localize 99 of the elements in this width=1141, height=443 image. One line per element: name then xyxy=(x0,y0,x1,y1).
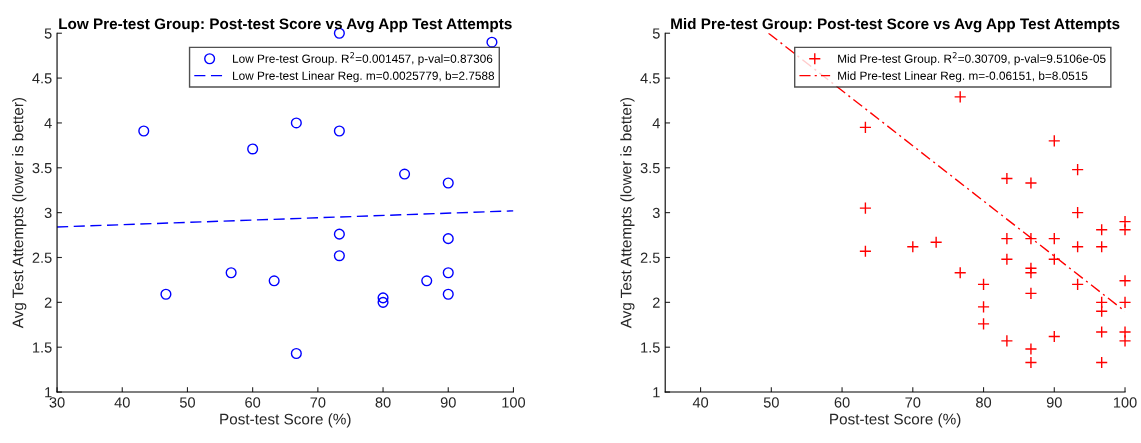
point xyxy=(442,233,454,245)
x-tick-label: 60 xyxy=(245,397,261,408)
point xyxy=(1024,342,1038,356)
x-tick-label: 60 xyxy=(834,397,850,408)
x-tick-label: 80 xyxy=(976,397,992,408)
y-tick-label: 5 xyxy=(44,28,52,39)
x-tick-label: 100 xyxy=(502,397,526,408)
legend-label: Mid Pre-test Linear Reg. m=-0.06151, b=8.0515 xyxy=(838,71,1088,83)
x-tick-label: 90 xyxy=(1046,397,1062,408)
chart-title: Mid Pre-test Group: Post-test Score vs Avg App Test Attempts xyxy=(671,17,1120,33)
point xyxy=(1024,356,1038,369)
x-tick-label: 40 xyxy=(114,397,130,408)
point xyxy=(1118,296,1132,309)
point xyxy=(977,300,990,314)
point xyxy=(859,121,872,134)
point xyxy=(247,143,259,155)
point xyxy=(442,177,454,189)
point xyxy=(399,168,411,180)
x-tick-label: 70 xyxy=(905,397,921,408)
y-tick-label: 4 xyxy=(44,118,52,129)
point xyxy=(138,125,150,137)
point xyxy=(953,266,967,279)
x-tick-label: 100 xyxy=(1113,397,1137,408)
x-axis-title: Post-test Score (%) xyxy=(830,413,961,428)
point xyxy=(1024,266,1038,279)
y-tick-label: 2 xyxy=(652,297,660,308)
y-tick-label: 2.5 xyxy=(32,252,52,263)
x-tick-label: 30 xyxy=(49,397,65,408)
point xyxy=(1048,232,1061,245)
point xyxy=(1095,325,1108,339)
y-tick-label: 1.5 xyxy=(641,342,660,353)
x-tick-label: 40 xyxy=(692,397,709,408)
point xyxy=(1095,356,1108,369)
point xyxy=(442,288,454,300)
point xyxy=(290,117,302,129)
y-tick-label: 1 xyxy=(45,387,52,398)
point xyxy=(1071,278,1084,291)
x-tick-label: 70 xyxy=(310,397,326,408)
point xyxy=(977,278,990,291)
y-tick-label: 1 xyxy=(653,387,660,398)
legend-label: Mid Pre-test Group. R$^{2}$=0.30709, p-val=9.5106e-05 xyxy=(838,52,1106,66)
point xyxy=(333,228,345,240)
y-tick-label: 3 xyxy=(44,207,52,219)
point xyxy=(333,250,345,262)
point xyxy=(1000,172,1014,185)
y-axis-title: Avg Test Attempts (lower is better) xyxy=(620,97,635,329)
point xyxy=(1071,240,1084,253)
point xyxy=(977,317,990,331)
y-tick-label: 2 xyxy=(44,297,52,308)
point xyxy=(1024,176,1038,190)
y-axis-title: Avg Test Attempts (lower is better) xyxy=(12,97,27,329)
point xyxy=(1118,274,1132,288)
x-tick-label: 90 xyxy=(440,397,456,408)
point xyxy=(377,296,389,308)
point xyxy=(1095,296,1108,309)
point xyxy=(333,125,345,137)
point xyxy=(1048,134,1061,148)
point xyxy=(1095,223,1108,236)
point xyxy=(377,292,389,304)
point xyxy=(268,275,280,287)
point xyxy=(1000,334,1014,348)
point xyxy=(1071,163,1084,176)
point xyxy=(859,244,872,258)
y-tick-label: 2.5 xyxy=(640,252,660,263)
y-tick-label: 3.5 xyxy=(32,162,52,174)
y-tick-label: 4.5 xyxy=(32,73,52,84)
y-tick-label: 3.5 xyxy=(640,162,660,174)
point xyxy=(421,275,433,287)
point xyxy=(1095,240,1108,253)
point xyxy=(953,90,967,104)
point xyxy=(1000,232,1014,245)
point xyxy=(486,36,498,48)
x-tick-label: 50 xyxy=(179,397,195,408)
y-tick-label: 3 xyxy=(652,207,660,219)
point xyxy=(859,201,872,215)
point xyxy=(1000,253,1014,266)
point xyxy=(442,267,454,279)
point xyxy=(1118,334,1132,348)
point xyxy=(1095,305,1108,318)
y-tick-label: 4 xyxy=(652,118,660,129)
point xyxy=(929,235,943,249)
chart-title: Low Pre-test Group: Post-test Score vs Avg App Test Attempts xyxy=(59,18,512,33)
point xyxy=(906,240,920,253)
point xyxy=(290,347,302,360)
y-tick-label: 5 xyxy=(652,28,660,39)
x-tick-label: 80 xyxy=(375,397,391,408)
point xyxy=(225,267,237,279)
point xyxy=(1024,287,1038,300)
x-tick-label: 50 xyxy=(763,397,779,408)
x-axis-title: Post-test Score (%) xyxy=(220,413,351,428)
y-tick-label: 1.5 xyxy=(33,342,52,353)
legend-label: Low Pre-test Group. R$^{2}$=0.001457, p-val=0.87306 xyxy=(233,52,493,66)
y-tick-label: 4.5 xyxy=(640,73,660,84)
legend-label: Low Pre-test Linear Reg. m=0.0025779, b=2.7588 xyxy=(233,71,495,83)
point xyxy=(1024,232,1038,245)
point xyxy=(160,288,172,300)
point xyxy=(1048,330,1061,343)
point xyxy=(1118,223,1132,236)
point xyxy=(1071,206,1084,219)
